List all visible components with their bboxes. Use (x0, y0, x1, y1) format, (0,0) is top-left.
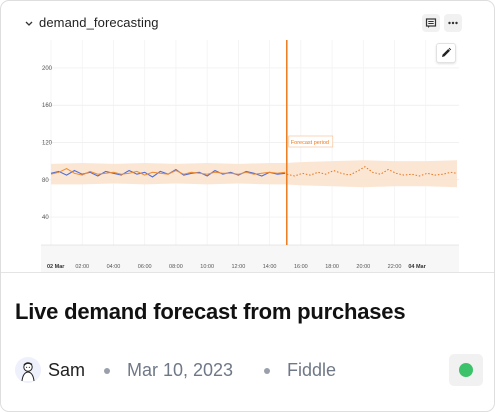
x-tick-label: 02:00 (75, 264, 89, 270)
x-tick-label: 02 Mar (47, 264, 65, 270)
pencil-icon (442, 47, 452, 57)
x-tick-label: 06:00 (138, 264, 152, 270)
y-tick-label: 80 (42, 178, 49, 184)
status-dot (459, 363, 473, 377)
x-tick-label: 12:00 (232, 264, 246, 270)
x-tick-label: 22:00 (388, 264, 402, 270)
forecast-divider: Forecast period (286, 40, 334, 245)
x-tick-label: 14:00 (263, 264, 277, 270)
notebook-header: demand_forecasting (23, 13, 478, 35)
y-tick-labels: 40 80 120 160 200 (42, 66, 53, 221)
status-indicator[interactable] (449, 354, 483, 386)
forecast-annotation-box (288, 135, 334, 148)
x-tick-label: 16:00 (294, 264, 308, 270)
card-divider (1, 272, 494, 273)
author-name[interactable]: Sam (48, 360, 86, 380)
card-footer: Sam Mar 10, 2023 Fiddle (15, 354, 483, 386)
forecast-chart[interactable]: Forecast period 40 80 120 160 200 02 Mar 02:0… (41, 40, 459, 272)
y-tick-label: 40 (42, 215, 49, 221)
chevron-down-icon[interactable] (23, 15, 35, 31)
project-name[interactable]: Fiddle (287, 360, 337, 380)
x-tick-label: 04:00 (107, 264, 121, 270)
x-tick-label: 08:00 (169, 264, 183, 270)
separator-dot (264, 368, 270, 374)
series-forecast-line (286, 166, 458, 177)
chart-grid (41, 40, 459, 245)
series-fitted-line (50, 168, 286, 176)
x-tick-label: 10:00 (200, 264, 214, 270)
chart-svg: Forecast period 40 80 120 160 200 02 Mar 02:0… (41, 40, 459, 272)
edit-button[interactable] (436, 43, 456, 63)
avatar-illustration (21, 362, 35, 382)
publish-date: Mar 10, 2023 (127, 360, 234, 380)
x-tick-label: 18:00 (325, 264, 339, 270)
y-tick-label: 160 (42, 103, 53, 109)
chart-background (41, 40, 459, 272)
avatar[interactable] (15, 357, 41, 383)
x-axis-strip (41, 245, 459, 272)
more-options-button[interactable] (444, 14, 462, 32)
comment-button[interactable] (422, 14, 440, 32)
notebook-name[interactable]: demand_forecasting (39, 15, 159, 30)
x-tick-label: 20:00 (356, 264, 370, 270)
more-horizontal-icon (448, 21, 458, 25)
card-title[interactable]: Live demand forecast from purchases (15, 299, 406, 324)
y-tick-label: 200 (42, 66, 53, 72)
x-tick-label: 04 Mar (408, 264, 426, 270)
forecast-annotation-label: Forecast period (291, 140, 329, 146)
x-tick-labels: 02 Mar 02:00 04:00 06:00 08:00 10:00 12:00 14:0… (47, 264, 427, 270)
separator-dot (104, 368, 110, 374)
comment-icon (425, 18, 437, 28)
y-tick-label: 120 (42, 141, 53, 147)
series-lines (50, 166, 458, 178)
